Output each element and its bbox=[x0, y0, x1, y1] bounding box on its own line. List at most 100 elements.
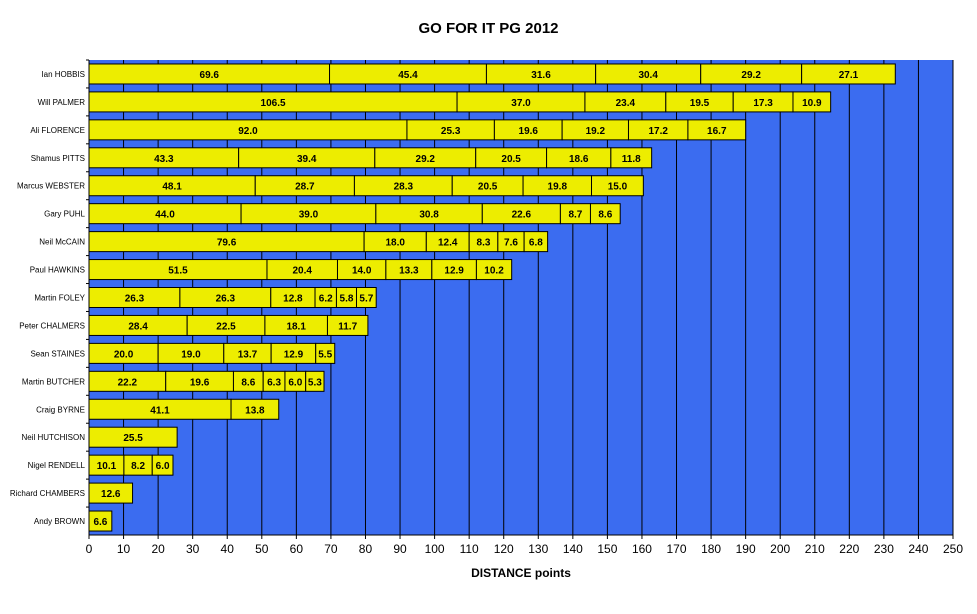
data-label: 13.7 bbox=[238, 349, 258, 360]
data-label: 18.0 bbox=[385, 238, 405, 249]
data-label: 19.5 bbox=[690, 98, 710, 109]
data-label: 22.2 bbox=[118, 377, 138, 388]
data-label: 6.0 bbox=[156, 461, 170, 472]
data-label: 12.9 bbox=[444, 266, 464, 277]
x-tick-label: 230 bbox=[874, 542, 894, 556]
x-tick-label: 240 bbox=[908, 542, 928, 556]
data-label: 16.7 bbox=[707, 126, 727, 137]
bar-segment bbox=[326, 314, 369, 336]
data-label: 20.5 bbox=[501, 154, 521, 165]
data-label: 28.4 bbox=[128, 321, 148, 332]
category-label: Neil McCAIN bbox=[39, 238, 85, 247]
data-label: 41.1 bbox=[150, 405, 170, 416]
x-tick-label: 250 bbox=[943, 542, 963, 556]
data-label: 79.6 bbox=[217, 238, 237, 249]
data-label: 13.8 bbox=[245, 405, 265, 416]
x-tick-label: 170 bbox=[667, 542, 687, 556]
data-label: 19.6 bbox=[519, 126, 539, 137]
x-tick-label: 20 bbox=[151, 542, 165, 556]
x-tick-label: 30 bbox=[186, 542, 200, 556]
data-label: 8.7 bbox=[568, 210, 582, 221]
bar-segment bbox=[355, 287, 377, 308]
data-label: 25.5 bbox=[123, 433, 143, 444]
data-label: 92.0 bbox=[238, 126, 258, 137]
x-tick-label: 110 bbox=[460, 542, 479, 556]
data-label: 6.3 bbox=[267, 377, 281, 388]
data-label: 12.9 bbox=[284, 349, 304, 360]
x-tick-label: 80 bbox=[359, 542, 373, 556]
x-tick-label: 60 bbox=[290, 542, 304, 556]
data-label: 11.8 bbox=[622, 154, 641, 165]
data-label: 28.7 bbox=[295, 182, 315, 193]
data-label: 6.6 bbox=[93, 517, 107, 528]
bar-segment bbox=[230, 398, 280, 420]
category-label: Martin BUTCHER bbox=[22, 377, 85, 386]
x-tick-label: 40 bbox=[221, 542, 235, 556]
category-label: Ali FLORENCE bbox=[30, 126, 85, 135]
bar-segment bbox=[591, 175, 644, 197]
data-label: 23.4 bbox=[616, 98, 636, 109]
chart-title: GO FOR IT PG 2012 bbox=[418, 20, 559, 37]
data-label: 27.1 bbox=[839, 70, 859, 81]
data-label: 20.5 bbox=[478, 182, 498, 193]
data-label: 5.5 bbox=[318, 349, 332, 360]
data-label: 29.2 bbox=[416, 154, 436, 165]
data-label: 22.6 bbox=[512, 210, 532, 221]
data-label: 106.5 bbox=[261, 98, 286, 109]
x-tick-label: 70 bbox=[324, 542, 338, 556]
category-label: Martin FOLEY bbox=[34, 294, 85, 303]
x-tick-label: 120 bbox=[494, 542, 514, 556]
x-tick-label: 10 bbox=[117, 542, 131, 556]
x-tick-label: 150 bbox=[597, 542, 617, 556]
data-label: 6.0 bbox=[288, 377, 302, 388]
data-label: 7.6 bbox=[504, 238, 518, 249]
bar-segment bbox=[792, 91, 832, 113]
data-label: 8.6 bbox=[598, 210, 612, 221]
x-tick-label: 200 bbox=[770, 542, 790, 556]
x-tick-label: 90 bbox=[393, 542, 407, 556]
bar-segment bbox=[88, 426, 178, 448]
bars: 69.6 45.4 31.6 30.4 29.2 27.1 106.5 37.0 23.4 19.… bbox=[88, 63, 896, 532]
x-tick-label: 220 bbox=[839, 542, 859, 556]
bar-segment bbox=[151, 454, 174, 476]
category-label: Neil HUTCHISON bbox=[21, 433, 85, 442]
data-label: 8.3 bbox=[477, 238, 491, 249]
category-label: Shamus PITTS bbox=[31, 154, 85, 163]
data-label: 8.6 bbox=[241, 377, 255, 388]
bar-segment bbox=[88, 510, 113, 532]
data-label: 37.0 bbox=[511, 98, 531, 109]
bar-segment bbox=[523, 231, 549, 253]
data-label: 15.0 bbox=[608, 182, 628, 193]
bar-segment bbox=[305, 370, 325, 392]
data-label: 8.2 bbox=[131, 461, 145, 472]
data-label: 20.4 bbox=[293, 266, 313, 277]
data-label: 14.0 bbox=[352, 266, 372, 277]
category-labels: Ian HOBBIS Will PALMER Ali FLORENCE Shamus … bbox=[10, 59, 89, 526]
bar-segment bbox=[610, 147, 653, 169]
category-label: Peter CHALMERS bbox=[19, 321, 85, 330]
x-tick-label: 50 bbox=[255, 542, 269, 556]
data-label: 10.1 bbox=[97, 461, 117, 472]
data-label: 39.4 bbox=[297, 154, 317, 165]
category-label: Paul HAWKINS bbox=[30, 266, 85, 275]
data-label: 6.8 bbox=[529, 238, 543, 249]
data-label: 25.3 bbox=[441, 126, 461, 137]
x-tick-label: 130 bbox=[528, 542, 548, 556]
data-label: 10.2 bbox=[484, 266, 504, 277]
x-tick-label: 180 bbox=[701, 542, 721, 556]
data-label: 18.1 bbox=[286, 321, 306, 332]
x-tick-label: 160 bbox=[632, 542, 652, 556]
data-label: 19.2 bbox=[586, 126, 606, 137]
bar-segment bbox=[315, 342, 336, 364]
data-label: 69.6 bbox=[200, 70, 220, 81]
data-label: 19.6 bbox=[190, 377, 210, 388]
x-tick-label: 0 bbox=[86, 542, 93, 556]
x-tick-label: 100 bbox=[425, 542, 445, 556]
data-label: 6.2 bbox=[319, 294, 333, 305]
data-label: 5.7 bbox=[359, 294, 373, 305]
data-label: 29.2 bbox=[741, 70, 761, 81]
x-axis-label: DISTANCE points bbox=[471, 566, 571, 580]
data-label: 45.4 bbox=[398, 70, 418, 81]
category-label: Marcus WEBSTER bbox=[17, 182, 85, 191]
